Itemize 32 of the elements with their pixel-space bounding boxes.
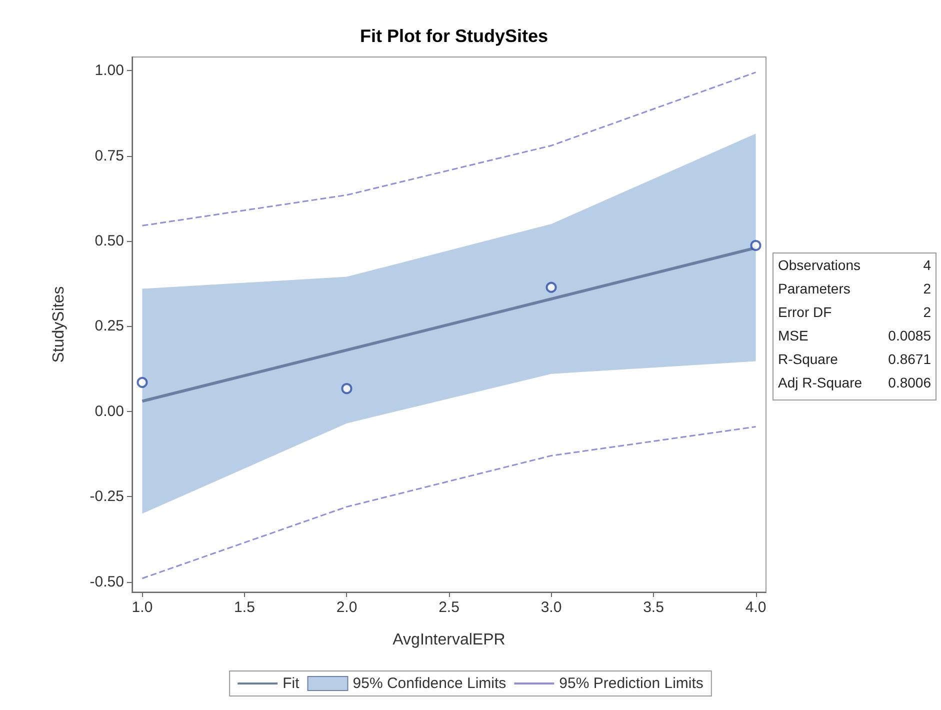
point xyxy=(750,240,762,251)
legend-label: 95% Prediction Limits xyxy=(559,675,704,692)
line-series xyxy=(141,426,757,580)
x-tick-label: 3.5 xyxy=(643,599,664,616)
x-tick-label: 1.5 xyxy=(234,599,255,616)
point xyxy=(341,383,352,394)
line-series xyxy=(141,72,757,226)
x-tick-label: 2.0 xyxy=(336,599,358,616)
x-axis-title: AvgIntervalEPR xyxy=(392,632,506,648)
y-tick-label: 0.50 xyxy=(94,232,124,250)
x-tick-label: 2.5 xyxy=(438,599,460,616)
x-tick-label: 1.0 xyxy=(132,599,153,616)
text: Adj R-Square 0.8006 xyxy=(778,374,931,390)
x-tick-label: 4.0 xyxy=(745,599,766,616)
y-tick-label: 0.25 xyxy=(94,318,124,335)
text: Error DF 2 xyxy=(778,304,931,320)
y-axis-title: StudySites xyxy=(50,286,68,363)
chart-title: Fit Plot for StudySites xyxy=(360,26,548,46)
text: R-Square 0.8671 xyxy=(778,351,931,367)
legend-label: 95% Confidence Limits xyxy=(352,675,506,692)
text: Parameters 2 xyxy=(778,280,931,296)
legend-label: Fit xyxy=(282,675,300,692)
point xyxy=(546,282,557,293)
y-tick-label: -0.50 xyxy=(90,573,124,590)
x-tick-label: 3.0 xyxy=(540,599,562,616)
point xyxy=(136,376,148,388)
text: Observations 4 xyxy=(778,257,931,273)
y-tick-label: 0.00 xyxy=(94,402,124,420)
text: MSE 0.0085 xyxy=(778,328,931,344)
y-tick-label: 0.75 xyxy=(94,147,124,164)
y-tick-label: 1.00 xyxy=(94,62,124,80)
y-tick-label: -0.25 xyxy=(90,488,124,506)
